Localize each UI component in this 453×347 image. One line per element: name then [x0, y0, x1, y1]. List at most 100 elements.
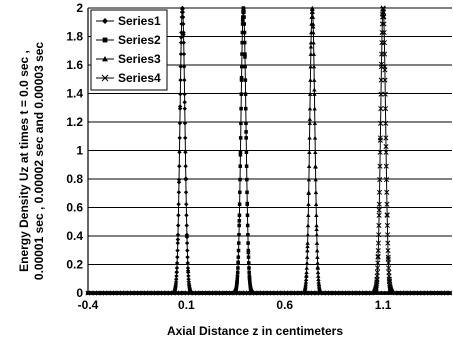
series-1-point	[179, 35, 184, 40]
series-1-point	[182, 106, 187, 111]
series-2-point	[237, 232, 241, 237]
series-4-point	[376, 207, 382, 213]
series-3-point	[306, 190, 311, 195]
legend-item-1: Series1	[96, 14, 161, 28]
series-3-point	[305, 232, 311, 237]
series-2-point	[242, 30, 247, 35]
series-3-point	[310, 14, 316, 19]
series-3-point	[305, 248, 310, 253]
series-2-point	[238, 136, 243, 140]
series-4-point	[377, 177, 383, 183]
axes	[87, 8, 452, 294]
series-2-point	[239, 64, 244, 69]
series-4-point	[385, 240, 391, 246]
series-1-point	[181, 40, 186, 45]
series-3-point	[306, 177, 312, 182]
series-3-point	[315, 270, 321, 275]
series-1-point	[182, 121, 188, 126]
series-2-point	[242, 40, 247, 45]
series-2-point	[238, 164, 243, 168]
series-2-point	[248, 282, 252, 286]
series-4-point	[383, 120, 389, 126]
series-1-point	[177, 106, 183, 111]
series-3-point	[308, 44, 314, 49]
series-4-point	[381, 40, 387, 46]
series-2-point	[246, 261, 251, 265]
series-2-point	[238, 150, 243, 155]
series-4-point	[382, 77, 388, 83]
series-2-point	[240, 30, 245, 35]
series-4-point	[382, 91, 388, 97]
legend-item-3: Series3	[96, 52, 161, 66]
series-1-point	[181, 32, 186, 37]
series-4-point	[378, 120, 384, 126]
series-2-point	[242, 22, 247, 26]
series-2-point	[236, 255, 241, 259]
series-4-point	[378, 77, 384, 83]
series-3-point	[307, 150, 312, 155]
series-3-point	[307, 116, 313, 121]
series-2-point	[237, 202, 242, 206]
series-4-point	[384, 189, 390, 195]
series-4-point	[375, 254, 381, 260]
series-3-point	[305, 254, 310, 259]
series-1-point	[186, 276, 191, 282]
series-3-point	[304, 270, 309, 275]
series-4-point	[385, 260, 392, 266]
series-1-point	[178, 40, 184, 45]
series-2-point	[237, 219, 242, 223]
series-4-point	[381, 21, 387, 27]
series-2-point	[235, 270, 240, 275]
series-3-point	[315, 260, 320, 265]
series-3-point	[308, 51, 314, 56]
series-3-point	[307, 91, 313, 96]
legend-swatch-marker	[102, 37, 108, 43]
x-tick-label-1: 0.1	[178, 298, 195, 312]
series-1-point	[175, 240, 180, 246]
series-2-point	[247, 270, 251, 275]
y-tick-label-3: 0.6	[66, 201, 83, 215]
series-3-point	[310, 6, 315, 11]
series-1-point	[174, 265, 180, 271]
y-tick-label-7: 1.4	[66, 87, 83, 101]
series-2-point	[247, 274, 252, 278]
x-tick-label-2: 0.6	[276, 298, 293, 312]
series-3-point	[316, 276, 321, 281]
series-1-point	[176, 202, 181, 207]
legend-label-2: Series2	[118, 33, 161, 47]
series-3-point	[307, 121, 312, 126]
y-tick-label-8: 1.6	[66, 58, 83, 72]
series-2-point	[246, 250, 251, 255]
series-3-point	[311, 24, 316, 29]
series-1-point	[177, 150, 182, 155]
series-2-point	[245, 190, 249, 195]
series-3-point	[303, 279, 309, 284]
series-3-point	[305, 240, 310, 245]
series-4-point	[378, 106, 384, 112]
y-tick-label-2: 0.4	[66, 229, 83, 243]
series-2-point	[244, 130, 248, 134]
series-3-point	[307, 135, 312, 140]
series-3-point	[314, 232, 319, 237]
legend-item-4: Series4	[96, 71, 161, 85]
series-1-point	[178, 77, 183, 83]
series-1-point	[177, 164, 182, 169]
series-3-point	[312, 121, 318, 126]
series-4-point	[381, 14, 387, 20]
series-2-point	[243, 64, 247, 69]
series-4-point	[386, 265, 392, 271]
series-2-point	[235, 274, 240, 278]
series-3-point	[304, 273, 309, 278]
series-2-point	[237, 241, 241, 245]
series-1-point	[175, 254, 180, 260]
series-1-point	[186, 273, 191, 279]
series-1-point	[178, 91, 183, 97]
series-1-point	[182, 100, 187, 105]
y-tick-label-1: 0.2	[66, 258, 83, 272]
legend-swatch-marker	[101, 74, 109, 82]
series-2-point	[236, 266, 240, 270]
series-2-point	[244, 150, 249, 155]
series-1-point	[177, 104, 183, 109]
series-2-point	[241, 7, 246, 11]
series-4-point	[377, 149, 383, 155]
